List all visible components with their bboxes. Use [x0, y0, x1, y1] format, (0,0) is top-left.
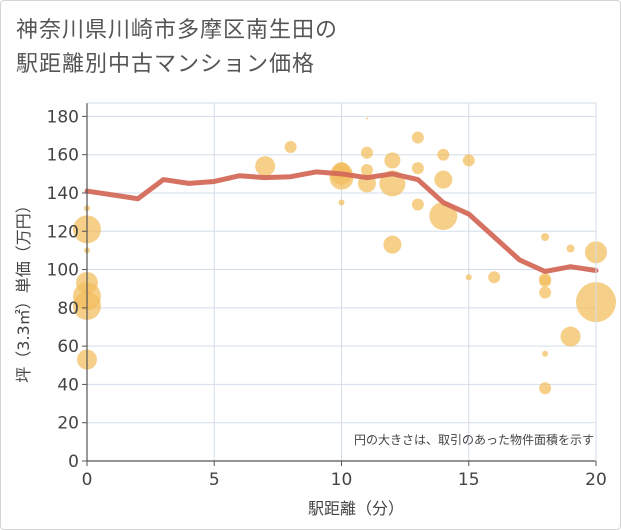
y-tick-label: 0 [68, 452, 79, 472]
data-bubble [539, 382, 552, 395]
x-tick-label: 5 [209, 470, 220, 490]
chart-title-line-1: 神奈川県川崎市多摩区南生田の [16, 18, 339, 43]
chart-title-line-2: 駅距離別中古マンション価格 [16, 52, 316, 77]
x-tick-label: 0 [82, 470, 93, 490]
data-bubble [560, 326, 581, 347]
x-tick-label: 15 [458, 470, 480, 490]
data-bubble [384, 152, 401, 169]
y-axis-label: 坪（3.3㎡）単価（万円） [14, 197, 33, 382]
data-bubble [411, 131, 424, 144]
data-bubble [255, 156, 276, 177]
y-tick-label: 60 [57, 337, 79, 357]
x-tick-label: 10 [331, 470, 353, 490]
y-tick-label: 180 [47, 107, 79, 127]
y-tick-label: 20 [57, 414, 79, 434]
y-tick-label: 120 [47, 222, 79, 242]
data-bubble [542, 350, 549, 357]
data-bubble [338, 199, 345, 206]
y-tick-label: 140 [47, 184, 79, 204]
data-bubble [383, 235, 402, 254]
data-bubble [541, 233, 550, 242]
chart-title: 神奈川県川崎市多摩区南生田の 駅距離別中古マンション価格 [16, 14, 338, 82]
trend-line [84, 169, 599, 274]
x-axis-label: 駅距離（分） [308, 499, 404, 518]
data-bubble [411, 162, 424, 175]
data-bubble [488, 271, 501, 284]
data-bubble [566, 244, 575, 253]
size-note: 円の大きさは、取引のあった物件面積を示す [354, 432, 594, 447]
y-tick-label: 80 [57, 299, 79, 319]
data-bubble [360, 164, 373, 177]
data-bubble [465, 274, 472, 281]
data-bubble [462, 154, 475, 167]
data-bubble [434, 170, 453, 189]
bubble-layer [73, 117, 616, 395]
data-bubble [360, 146, 373, 159]
y-tick-label: 160 [47, 146, 79, 166]
y-tick-label: 100 [47, 261, 79, 281]
data-bubble [411, 198, 424, 211]
data-bubble [539, 286, 552, 299]
data-bubble [365, 117, 368, 120]
data-bubble [437, 148, 450, 161]
data-bubble [539, 275, 552, 288]
data-bubble [284, 141, 297, 154]
trend-line-layer [84, 169, 599, 274]
y-tick-label: 40 [57, 375, 79, 395]
grid-layer [87, 103, 597, 461]
axis-layer [82, 102, 597, 466]
data-bubble [429, 201, 458, 230]
data-bubble [329, 165, 354, 190]
tick-label-layer: 0 20 40 60 80 100 120 140 160 180 0 5 10 15 20 [47, 107, 607, 490]
x-tick-label: 20 [585, 470, 607, 490]
